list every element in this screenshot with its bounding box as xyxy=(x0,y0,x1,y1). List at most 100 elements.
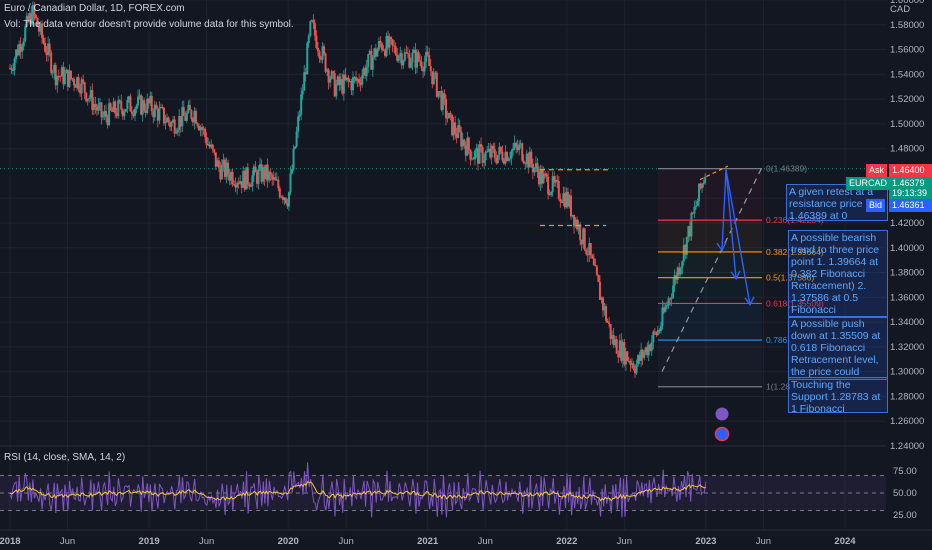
candle-body xyxy=(246,167,249,185)
candle-body xyxy=(185,112,188,121)
candle-body xyxy=(367,54,370,67)
candle-body xyxy=(181,107,184,127)
candle-body xyxy=(309,21,312,36)
candle-body xyxy=(225,162,228,177)
candle-body xyxy=(547,176,550,195)
candle-body xyxy=(574,219,577,227)
candle-body xyxy=(586,254,589,256)
candle-body xyxy=(641,349,644,358)
annotation-bearish-trend[interactable]: A possible bearish trend to three price … xyxy=(788,230,888,318)
candle-body xyxy=(403,52,406,61)
event-icon[interactable] xyxy=(714,426,730,442)
candle-body xyxy=(50,52,53,73)
candle-body xyxy=(457,125,460,138)
candle-body xyxy=(577,224,580,230)
candle-body xyxy=(509,158,512,160)
candle-body xyxy=(190,110,193,120)
candle-body xyxy=(274,177,277,181)
candle-body xyxy=(319,58,322,60)
candle-body xyxy=(652,331,655,343)
candle-body xyxy=(473,150,476,160)
candle-body xyxy=(434,72,437,74)
candle-body xyxy=(646,347,649,356)
candle-body xyxy=(167,117,170,123)
fib-zone xyxy=(658,220,762,252)
candle-body xyxy=(94,103,97,108)
time-axis[interactable]: 2018 Jun 2019 Jun 2020 Jun 2021 Jun 2022 Jun 2023 J… xyxy=(0,529,932,550)
candle-body xyxy=(162,107,165,124)
candle-body xyxy=(100,102,103,118)
candle-body xyxy=(129,96,132,112)
price-tick-label: 1.28000 xyxy=(890,391,924,402)
candle-body xyxy=(470,158,473,160)
candle-body xyxy=(287,192,290,207)
last-price: 1.46379 xyxy=(889,177,932,190)
candle-body xyxy=(423,61,426,72)
candle-body xyxy=(443,93,446,100)
candle-body xyxy=(362,68,365,76)
candle-body xyxy=(510,150,513,159)
candle-body xyxy=(685,236,688,255)
candle-body xyxy=(696,201,699,206)
candle-body xyxy=(589,243,592,256)
price-tick-label: 1.26000 xyxy=(890,416,924,427)
candle-body xyxy=(486,151,489,153)
time-tick-label: 2021 xyxy=(417,536,439,547)
time-tick-label: 2022 xyxy=(556,536,577,547)
candle-body xyxy=(127,96,130,100)
event-icon[interactable] xyxy=(715,407,729,421)
candle-body xyxy=(166,117,169,123)
fib-level-label: 1(1.28 xyxy=(766,382,790,392)
candle-body xyxy=(536,163,539,172)
candle-body xyxy=(608,322,611,325)
candle-body xyxy=(678,267,681,275)
rsi-label: RSI (14, close, SMA, 14, 2) xyxy=(4,452,126,463)
time-tick-label: Jun xyxy=(338,536,353,547)
candle-body xyxy=(640,349,643,361)
candle-body xyxy=(594,265,597,267)
candle-body xyxy=(268,172,271,181)
candle-body xyxy=(542,173,545,184)
candle-body xyxy=(483,160,486,163)
candle-body xyxy=(478,144,481,164)
candle-body xyxy=(71,78,74,80)
candle-body xyxy=(388,36,391,48)
fibonacci-retracement[interactable]: 0(1.46389)0.236(1.42234)0.382(1.39664)0.… xyxy=(658,164,824,392)
candle-body xyxy=(291,169,294,174)
candle-body xyxy=(74,85,77,88)
time-axis-bg xyxy=(0,530,932,550)
candle-body xyxy=(33,4,36,16)
candle-body xyxy=(513,142,516,149)
candle-body xyxy=(644,347,647,353)
candle-body xyxy=(617,353,620,358)
candle-body xyxy=(635,364,638,374)
candle-body xyxy=(492,145,495,149)
candle-body xyxy=(159,106,162,109)
candle-body xyxy=(220,164,223,180)
price-tick-label: 1.40000 xyxy=(890,243,924,254)
rsi-sma-line xyxy=(9,481,707,502)
candle-body xyxy=(115,113,118,117)
candle-body xyxy=(280,196,283,198)
candle-body xyxy=(161,106,164,108)
annotation-support-buy[interactable]: Touching the Support 1.28783 at 1 Fibona… xyxy=(788,377,888,413)
candle-body xyxy=(42,37,45,43)
rsi-line xyxy=(9,462,707,518)
candle-body xyxy=(233,183,236,185)
candle-body xyxy=(612,335,615,346)
candle-body xyxy=(342,74,345,94)
candle-body xyxy=(111,109,114,112)
time-tick-label: Jun xyxy=(478,536,493,547)
candle-body xyxy=(583,228,586,250)
annotation-push-down[interactable]: A possible push down at 1.35509 at 0.618… xyxy=(788,316,888,380)
candle-body xyxy=(402,60,405,66)
candle-body xyxy=(68,70,71,87)
candle-body xyxy=(329,78,332,83)
price-tick-label: 1.32000 xyxy=(890,342,924,353)
candle-body xyxy=(295,131,298,147)
candle-body xyxy=(313,23,316,36)
fib-level-label: 0.786 xyxy=(766,335,788,345)
candle-body xyxy=(307,35,310,43)
candle-body xyxy=(332,71,335,74)
